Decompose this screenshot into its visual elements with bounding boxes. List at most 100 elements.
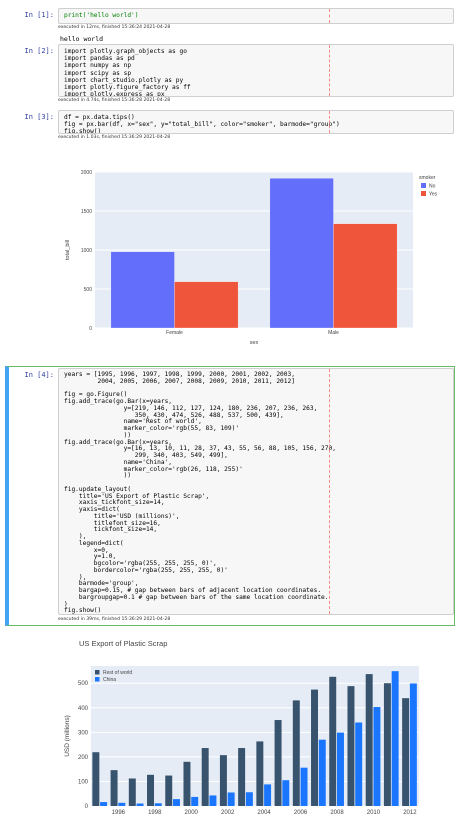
plastic-scrap-chart[interactable]: US Export of Plastic Scrap 0 100 200 300 400 5… xyxy=(55,632,455,836)
bar-china xyxy=(355,722,363,806)
bar-rest-of-world xyxy=(238,748,246,806)
cell-prompt: In [2]: xyxy=(24,47,54,55)
y-tick-label: 1500 xyxy=(81,209,92,215)
notebook-cell-2[interactable]: In [2]: import plotly.graph_objects as g… xyxy=(0,44,474,106)
cell-prompt: In [4]: xyxy=(24,371,54,379)
code-line: y=[219, 146, 112, 127, 124, 180, 236, 20… xyxy=(64,404,318,412)
code-line: df = px.data.tips() xyxy=(64,114,135,121)
code-line: import plotly.express as px xyxy=(64,91,165,97)
legend-swatch xyxy=(95,670,100,675)
y-axis-label: USD (millions) xyxy=(64,715,71,757)
code-line: 2004, 2005, 2006, 2007, 2008, 2009, 2010… xyxy=(64,377,295,385)
y-tick-label: 200 xyxy=(78,755,89,761)
bar-yes xyxy=(333,223,398,329)
y-tick-label: 400 xyxy=(78,706,89,712)
legend-title: smoker xyxy=(419,175,436,181)
notebook-cell-4[interactable]: In [4]: years = [1995, 1996, 1997, 1998,… xyxy=(0,368,474,628)
x-tick-label: 2008 xyxy=(330,810,344,816)
code-line: fig.add_trace(go.Bar(x=years, xyxy=(64,438,173,446)
code-line: title='US Export of Plastic Scrap', xyxy=(64,492,210,500)
x-tick-label: 1996 xyxy=(112,810,126,816)
code-editor[interactable]: df = px.data.tips() fig = px.bar(df, x="s… xyxy=(58,110,454,134)
bar-rest-of-world xyxy=(402,698,410,806)
y-tick-label: 1000 xyxy=(81,248,92,254)
bar-china xyxy=(209,795,217,806)
x-tick-label: Male xyxy=(328,330,339,336)
legend-swatch xyxy=(95,677,100,682)
bar-rest-of-world xyxy=(274,720,282,806)
code-editor[interactable]: import plotly.graph_objects as go import … xyxy=(58,44,454,97)
bar-rest-of-world xyxy=(383,683,391,806)
y-tick-label: 500 xyxy=(78,681,89,687)
bar-china xyxy=(154,803,162,806)
code-line: ) xyxy=(64,600,68,608)
code-line: legend=dict( xyxy=(64,539,124,547)
bar-rest-of-world xyxy=(128,778,136,806)
ruler-line xyxy=(329,369,330,614)
execution-info: executed in 12ms, finished 15:36:24 2021… xyxy=(58,25,171,30)
code-line: import plotly.figure_factory as ff xyxy=(64,84,191,92)
code-line: tickfont_size=14, xyxy=(64,526,158,534)
code-line: import pandas as pd xyxy=(64,55,135,63)
code-line: marker_color='rgb(55, 83, 109)' xyxy=(64,425,240,432)
code-line: fig.add_trace(go.Bar(x=years, xyxy=(64,398,173,405)
y-tick-label: 0 xyxy=(85,804,89,810)
code-line: import scipy as sp xyxy=(64,69,132,77)
bar-china xyxy=(245,792,253,806)
x-tick-label: 2010 xyxy=(367,810,381,816)
code-line: bordercolor='rgba(255, 255, 255, 0)' xyxy=(64,566,228,574)
bar-no xyxy=(110,251,175,329)
code-line: )) xyxy=(64,431,132,439)
code-line: print('hello world') xyxy=(64,12,139,19)
bar-china xyxy=(227,792,235,806)
legend-entry: China xyxy=(103,677,116,683)
x-axis-label: sex xyxy=(250,340,259,346)
notebook-cell-1[interactable]: In [1]: print('hello world') executed in… xyxy=(0,6,474,43)
x-tick-label: 2012 xyxy=(403,810,417,816)
bar-china xyxy=(282,780,290,806)
bar-china xyxy=(173,799,180,806)
y-tick-label: 500 xyxy=(84,287,93,293)
bar-rest-of-world xyxy=(201,748,209,806)
code-line: fig.show() xyxy=(64,607,102,615)
legend-entry: No xyxy=(429,184,436,190)
code-line: title='USD (millions)', xyxy=(64,512,180,520)
y-tick-label: 0 xyxy=(89,326,92,332)
code-line: fig.update_layout( xyxy=(64,485,132,493)
ruler-line xyxy=(329,111,330,133)
code-editor[interactable]: years = [1995, 1996, 1997, 1998, 1999, 2… xyxy=(58,368,454,615)
bar-yes xyxy=(174,281,239,329)
chart-title: US Export of Plastic Scrap xyxy=(79,639,167,648)
bar-no xyxy=(269,178,334,329)
code-line: bargap=0.15, # gap between bars of adjac… xyxy=(64,587,322,594)
bar-rest-of-world xyxy=(329,676,337,806)
code-editor[interactable]: print('hello world') xyxy=(58,8,454,24)
code-line: titlefont_size=16, xyxy=(64,519,161,527)
notebook-cell-3[interactable]: In [3]: df = px.data.tips() fig = px.bar(… xyxy=(0,110,474,360)
bar-rest-of-world xyxy=(256,741,264,806)
x-tick-label: 1998 xyxy=(148,810,162,816)
code-line: y=[16, 13, 10, 11, 28, 37, 43, 55, 56, 8… xyxy=(64,445,336,453)
code-line: import chart_studio.plotly as py xyxy=(64,76,184,84)
bar-rest-of-world xyxy=(347,686,355,806)
bar-rest-of-world xyxy=(292,700,300,806)
bar-china xyxy=(191,796,199,806)
code-line: import plotly.graph_objects as go xyxy=(64,48,187,55)
bar-china xyxy=(264,784,272,806)
y-axis-label: total_bill xyxy=(65,240,71,260)
cell-prompt: In [1]: xyxy=(24,11,54,19)
code-line: name='China', xyxy=(64,458,173,466)
legend-entry: Yes xyxy=(429,192,438,198)
bar-rest-of-world xyxy=(147,774,155,806)
tips-bar-chart[interactable]: 0 500 1000 1500 2000 Female Male sex total_bill s… xyxy=(55,160,455,355)
x-tick-label: 2004 xyxy=(257,810,271,816)
x-tick-label: 2000 xyxy=(185,810,199,816)
cell-prompt: In [3]: xyxy=(24,113,54,121)
code-line: xaxis_tickfont_size=14, xyxy=(64,499,165,507)
code-line: import numpy as np xyxy=(64,62,132,70)
bar-rest-of-world xyxy=(110,770,118,806)
legend-swatch xyxy=(421,191,426,196)
bar-rest-of-world xyxy=(219,755,227,806)
bar-rest-of-world xyxy=(165,775,173,806)
cell-output: hello world xyxy=(60,35,104,43)
